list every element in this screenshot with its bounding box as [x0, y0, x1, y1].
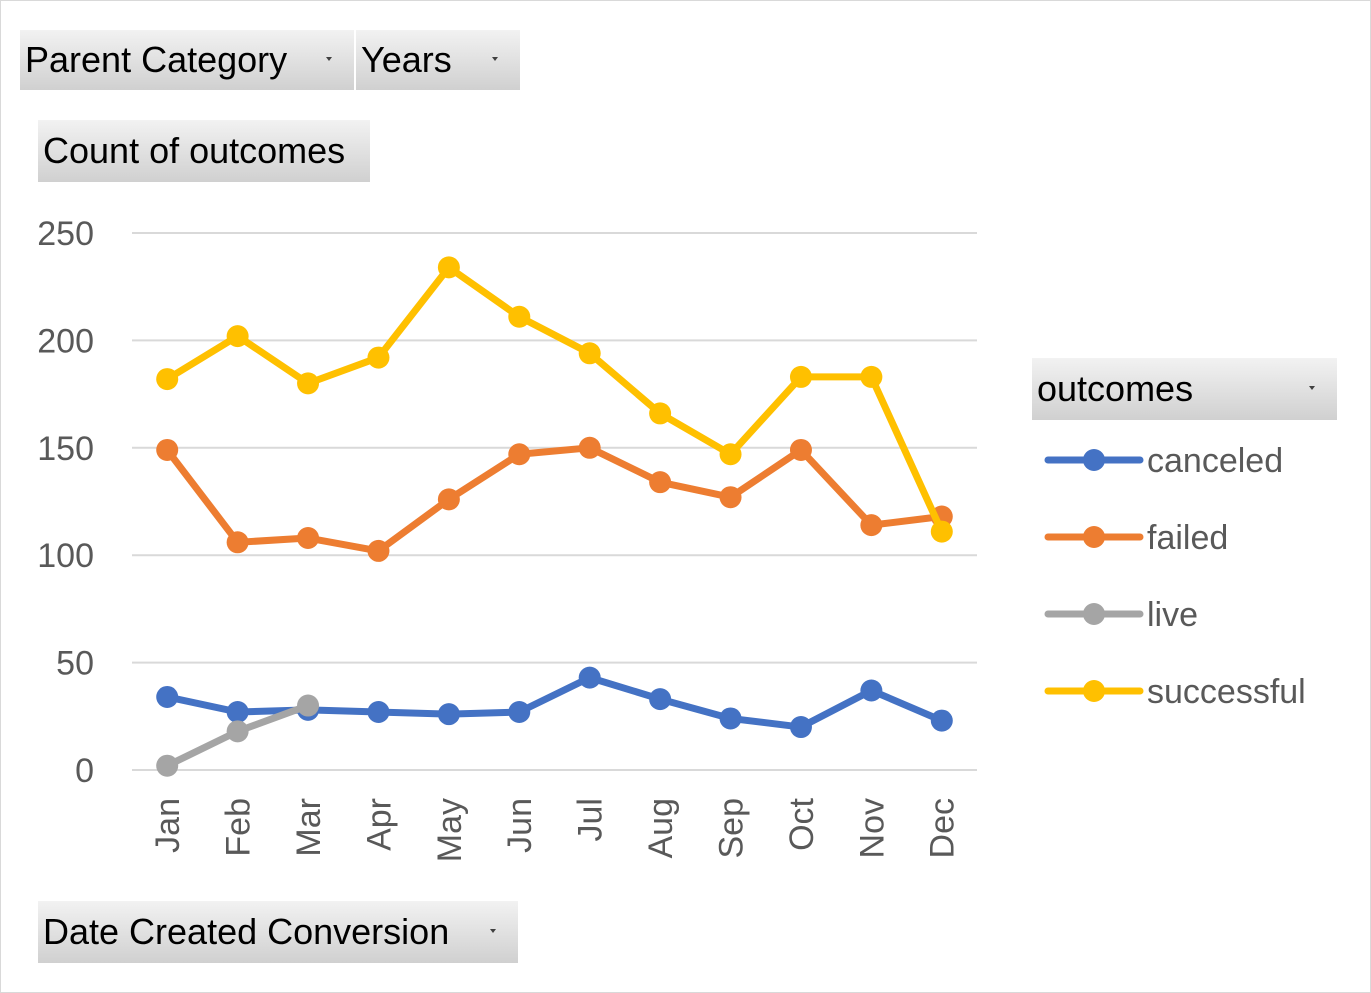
data-point-canceled [719, 707, 742, 730]
data-point-successful [156, 368, 179, 391]
data-point-failed [156, 438, 179, 461]
legend-marker-successful [1083, 680, 1105, 702]
legend-label: canceled [1147, 442, 1283, 480]
data-point-successful [226, 325, 249, 348]
years-label: Years [361, 39, 452, 80]
x-tick-label: Feb [220, 798, 258, 857]
data-point-successful [508, 305, 531, 328]
dropdown-arrow-icon [326, 57, 332, 61]
series-line-successful [163, 263, 946, 536]
parent-category-filter-button[interactable]: Parent Category [20, 30, 354, 90]
data-point-failed [649, 471, 672, 494]
data-point-failed [226, 531, 249, 554]
y-tick-label: 100 [37, 537, 94, 575]
data-point-successful [297, 372, 320, 395]
x-tick-label: Nov [853, 798, 891, 858]
data-point-live [297, 694, 320, 717]
data-point-live [156, 754, 179, 777]
parent-category-label: Parent Category [25, 39, 288, 80]
data-point-failed [508, 443, 531, 466]
x-tick-label: Aug [642, 798, 680, 859]
y-tick-label: 0 [75, 752, 94, 790]
legend-marker-live [1083, 603, 1105, 625]
legend-marker-canceled [1083, 449, 1105, 471]
dropdown-arrow-icon [1309, 386, 1315, 390]
legend-field-label: outcomes [1037, 368, 1194, 409]
data-point-successful [789, 365, 812, 388]
x-tick-label: Apr [360, 798, 398, 851]
x-tick-label: Jun [501, 798, 539, 853]
data-point-canceled [437, 703, 460, 726]
data-point-failed [367, 539, 390, 562]
y-tick-label: 150 [37, 430, 94, 468]
years-filter-button[interactable]: Years [356, 30, 520, 90]
data-point-successful [719, 443, 742, 466]
data-point-successful [578, 342, 601, 365]
data-point-canceled [367, 701, 390, 724]
axis-field-button[interactable]: Date Created Conversion [38, 901, 518, 963]
data-point-canceled [930, 709, 953, 732]
x-tick-label: Jan [149, 798, 187, 853]
dropdown-arrow-icon [490, 929, 496, 933]
data-point-successful [860, 365, 883, 388]
data-point-successful [649, 402, 672, 425]
x-tick-label: Sep [712, 798, 750, 859]
x-tick-label: Oct [783, 797, 821, 850]
data-point-canceled [508, 701, 531, 724]
series-line-failed [163, 444, 946, 555]
x-tick-label: Jul [572, 798, 610, 841]
y-tick-label: 200 [37, 322, 94, 360]
data-point-canceled [226, 701, 249, 724]
data-point-successful [437, 256, 460, 279]
legend-label: successful [1147, 673, 1306, 711]
legend-marker-failed [1083, 526, 1105, 548]
legend-label: live [1147, 596, 1198, 634]
data-point-canceled [156, 685, 179, 708]
data-point-failed [789, 438, 812, 461]
axis-field-label: Date Created Conversion [43, 911, 450, 952]
data-point-failed [297, 527, 320, 550]
data-point-live [226, 720, 249, 743]
y-tick-label: 50 [56, 645, 94, 683]
data-point-canceled [649, 688, 672, 711]
data-point-successful [367, 346, 390, 369]
x-tick-label: Mar [290, 798, 328, 857]
y-tick-label: 250 [37, 215, 94, 253]
dropdown-arrow-icon [492, 57, 498, 61]
data-point-failed [719, 486, 742, 509]
values-field-button[interactable]: Count of outcomes [38, 120, 370, 182]
data-point-failed [578, 436, 601, 459]
data-point-failed [860, 514, 883, 537]
data-point-canceled [860, 679, 883, 702]
data-point-canceled [789, 716, 812, 739]
legend-label: failed [1147, 519, 1228, 557]
legend-field-button[interactable]: outcomes [1032, 358, 1337, 420]
values-field-label: Count of outcomes [43, 130, 346, 171]
data-point-successful [930, 520, 953, 543]
x-tick-label: May [431, 798, 469, 862]
data-point-failed [437, 488, 460, 511]
x-tick-label: Dec [924, 798, 962, 858]
data-point-canceled [578, 666, 601, 689]
series-line-canceled [163, 674, 946, 731]
